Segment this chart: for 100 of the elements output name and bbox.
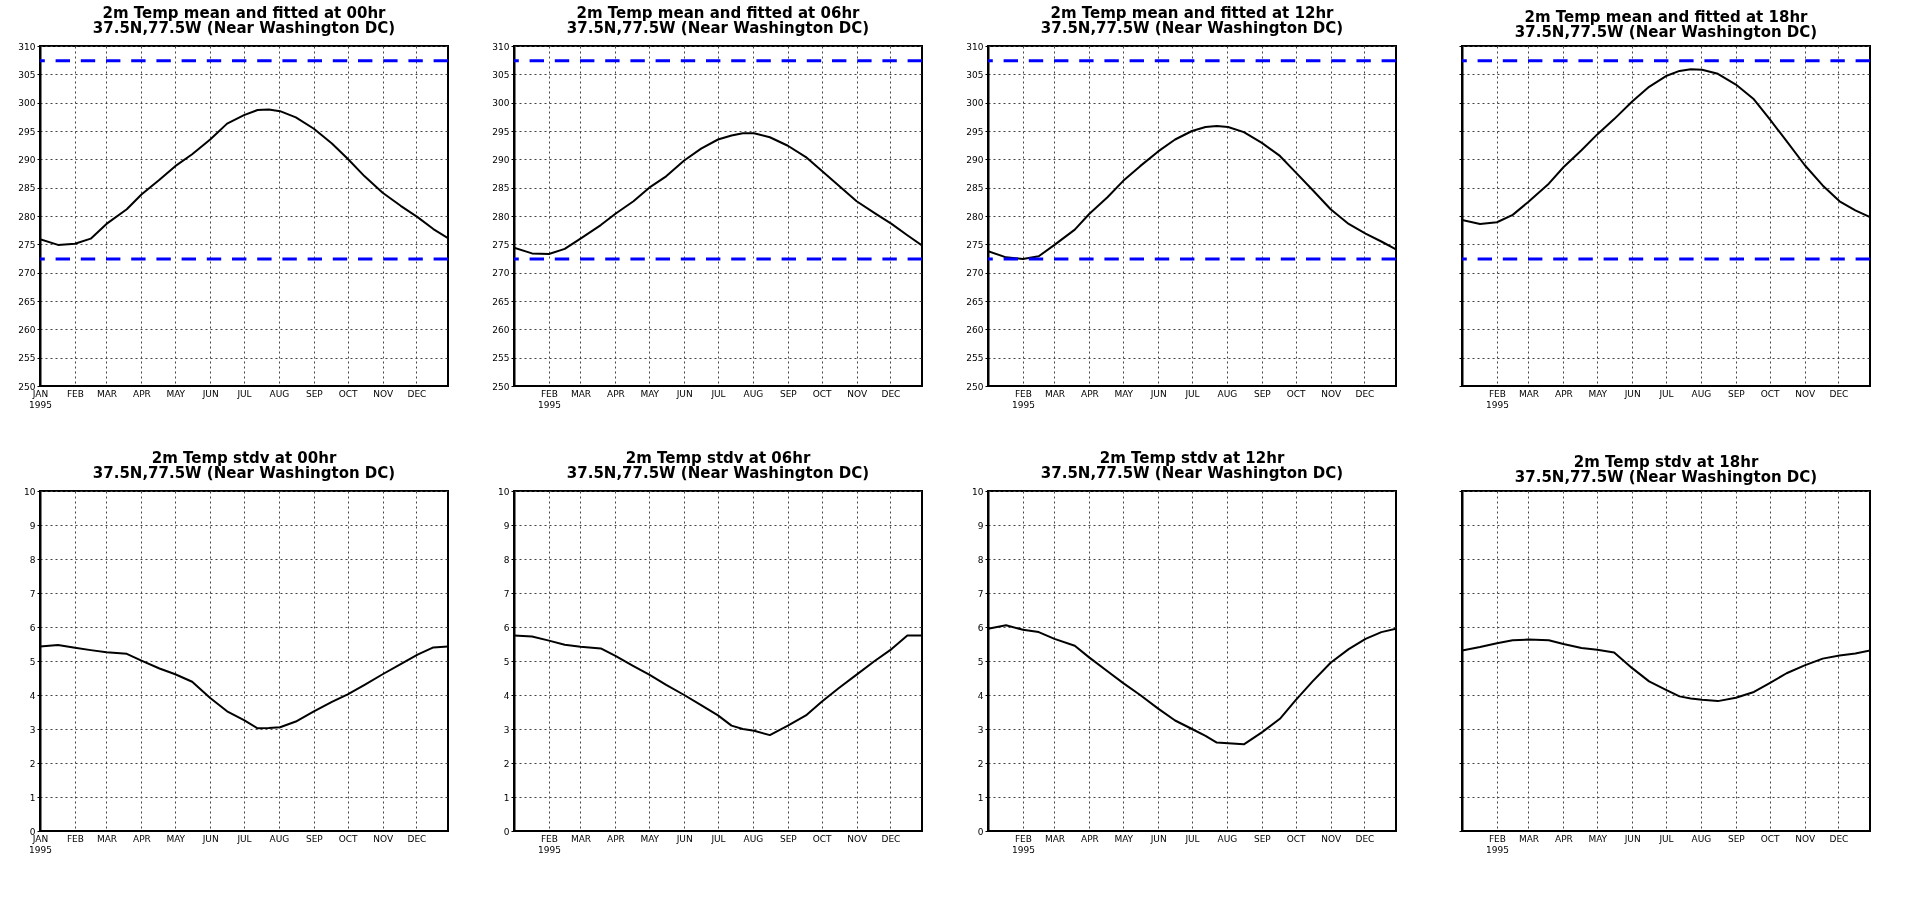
x-tick-label: NOV — [1321, 833, 1342, 844]
x-tick-label: APR — [607, 833, 625, 844]
y-tick-label: 270 — [966, 268, 984, 279]
x-tick-label: MAR — [1518, 833, 1540, 844]
chart-title: 2m Temp mean and fitted at 12hr — [1050, 4, 1335, 22]
x-tick-label: JUN — [675, 388, 693, 399]
x-tick-label: SEP — [1253, 388, 1272, 399]
x-tick-label: OCT — [338, 388, 359, 399]
x-tick-label: SEP — [1253, 833, 1272, 844]
y-tick-label: 285 — [492, 183, 510, 194]
y-tick-label: 260 — [18, 324, 36, 335]
y-tick-label: 305 — [966, 69, 984, 80]
y-tick-label: 275 — [966, 239, 984, 250]
y-tick-label: 300 — [18, 98, 36, 109]
y-tick-label: 255 — [966, 353, 984, 364]
x-tick-label: DEC — [1829, 833, 1849, 844]
y-tick-label: 3 — [29, 724, 36, 735]
y-tick-label: 1 — [503, 792, 510, 803]
x-tick-label: SEP — [305, 833, 324, 844]
x-tick-label: JUL — [710, 833, 726, 844]
y-tick-label: 6 — [503, 622, 510, 633]
y-tick-label: 280 — [966, 211, 984, 222]
y-tick-label: 4 — [503, 690, 510, 701]
y-tick-label: 2 — [29, 758, 36, 769]
x-tick-label: MAY — [1114, 833, 1134, 844]
x-tick-label: DEC — [881, 388, 901, 399]
x-tick-label: AUG — [269, 388, 290, 399]
y-tick-label: 5 — [977, 656, 984, 667]
x-tick-label: APR — [133, 833, 151, 844]
x-tick-label: AUG — [1217, 833, 1238, 844]
x-tick-label: MAR — [96, 388, 118, 399]
y-tick-label: 265 — [18, 296, 36, 307]
y-tick-label: 8 — [977, 554, 984, 565]
y-tick-label: 310 — [18, 41, 36, 52]
x-tick-label: SEP — [1727, 833, 1746, 844]
y-tick-label: 255 — [492, 353, 510, 364]
x-tick-label: APR — [1081, 388, 1099, 399]
chart-title: 2m Temp stdv at 00hr — [151, 449, 337, 467]
y-tick-label: 280 — [492, 211, 510, 222]
x-tick-label: JUN — [675, 833, 693, 844]
x-tick-label: AUG — [1691, 833, 1712, 844]
x-tick-label: DEC — [407, 388, 427, 399]
y-tick-label: 300 — [966, 98, 984, 109]
x-tick-label: MAR — [1044, 388, 1066, 399]
x-tick-label: NOV — [847, 833, 868, 844]
x-tick-label: JUN — [201, 833, 219, 844]
x-tick-label: APR — [1555, 388, 1573, 399]
x-tick-label: MAR — [570, 388, 592, 399]
y-tick-label: 3 — [503, 724, 510, 735]
x-tick-label: FEB 1995 — [537, 833, 561, 855]
y-tick-label: 8 — [503, 554, 510, 565]
x-tick-label: SEP — [1727, 388, 1746, 399]
x-tick-label: MAY — [640, 833, 660, 844]
y-tick-label: 0 — [503, 826, 510, 837]
x-tick-label: OCT — [338, 833, 359, 844]
x-tick-label: OCT — [812, 388, 833, 399]
x-tick-label: MAY — [1588, 833, 1608, 844]
x-tick-label: JUN — [201, 388, 219, 399]
x-tick-label: DEC — [881, 833, 901, 844]
y-tick-label: 260 — [966, 324, 984, 335]
y-tick-label: 265 — [492, 296, 510, 307]
x-tick-label: DEC — [1829, 388, 1849, 399]
x-tick-label: APR — [1081, 833, 1099, 844]
x-tick-label: AUG — [743, 833, 764, 844]
x-tick-label: FEB 1995 — [1485, 833, 1509, 855]
y-tick-label: 280 — [18, 211, 36, 222]
y-tick-label: 3 — [977, 724, 984, 735]
y-tick-label: 290 — [966, 154, 984, 165]
x-tick-label: DEC — [1355, 388, 1375, 399]
x-tick-label: MAR — [1518, 388, 1540, 399]
x-tick-label: JUL — [1184, 388, 1200, 399]
x-tick-label: MAR — [1044, 833, 1066, 844]
x-tick-label: MAY — [166, 388, 186, 399]
chart-title: 2m Temp mean and fitted at 06hr — [576, 4, 861, 22]
x-tick-label: JUL — [1658, 388, 1674, 399]
y-tick-label: 270 — [492, 268, 510, 279]
chart-title: 2m Temp mean and fitted at 18hr — [1524, 7, 1809, 26]
y-tick-label: 9 — [503, 520, 510, 531]
y-tick-label: 4 — [29, 690, 36, 701]
y-tick-label: 275 — [18, 239, 36, 250]
y-tick-label: 5 — [29, 656, 36, 667]
x-tick-label: SEP — [779, 833, 798, 844]
x-tick-label: JUL — [236, 833, 252, 844]
y-tick-label: 9 — [977, 520, 984, 531]
chart-title: 2m Temp stdv at 06hr — [625, 449, 811, 467]
x-tick-label: DEC — [1355, 833, 1375, 844]
x-tick-label: NOV — [847, 388, 868, 399]
x-tick-label: JUL — [236, 388, 252, 399]
x-tick-label: AUG — [743, 388, 764, 399]
x-tick-label: AUG — [1691, 388, 1712, 399]
x-tick-label: FEB — [66, 388, 84, 399]
x-tick-label: APR — [1555, 833, 1573, 844]
y-tick-label: 295 — [492, 126, 510, 137]
y-tick-label: 4 — [977, 690, 984, 701]
x-tick-label: AUG — [1217, 388, 1238, 399]
y-tick-label: 310 — [966, 41, 984, 52]
y-tick-label: 295 — [18, 126, 36, 137]
x-tick-label: FEB — [66, 833, 84, 844]
y-tick-label: 10 — [24, 486, 36, 497]
y-tick-label: 270 — [18, 268, 36, 279]
